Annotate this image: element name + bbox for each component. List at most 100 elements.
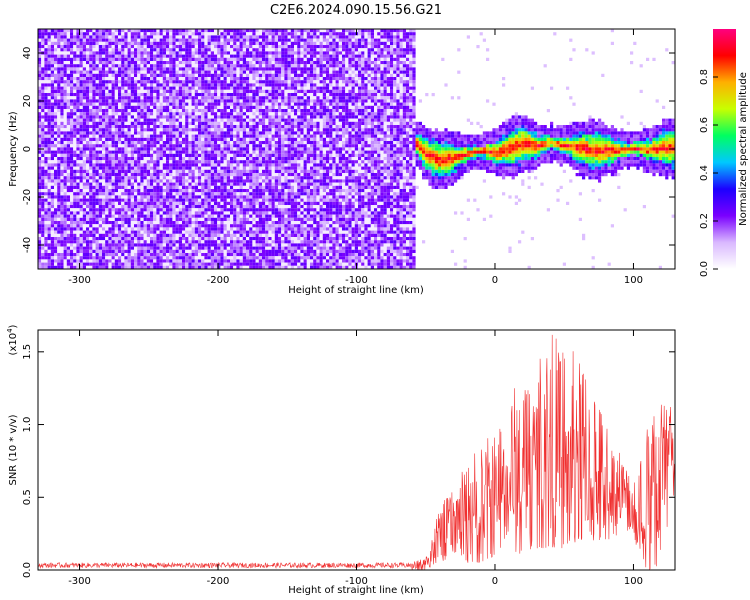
spectrogram-cell — [201, 45, 205, 49]
spectrogram-cell — [44, 166, 48, 170]
spectrogram-cell — [44, 150, 48, 154]
spectrogram-cell — [102, 48, 106, 52]
spectrogram-cell — [82, 121, 86, 125]
spectrogram-cell — [166, 86, 170, 90]
spectrogram-cell — [70, 38, 74, 42]
spectrogram-cell — [143, 246, 147, 250]
spectrogram-cell — [54, 259, 58, 263]
spectrogram-cell — [150, 233, 154, 237]
spectrogram-cell — [185, 169, 189, 173]
spectrogram-cell — [102, 237, 106, 241]
spectrogram-cell — [239, 227, 243, 231]
spectrogram-cell — [38, 160, 42, 164]
spectrogram-cell — [210, 38, 214, 42]
spectrogram-cell — [130, 237, 134, 241]
spectrogram-cell — [242, 259, 246, 263]
spectrogram-cell — [111, 64, 115, 68]
spectrogram-cell — [210, 32, 214, 36]
spectrogram-cell — [73, 41, 77, 45]
spectrogram-cell — [239, 173, 243, 177]
spectrogram-cell — [198, 89, 202, 93]
spectrogram-cell — [86, 163, 90, 167]
spectrogram-cell — [130, 54, 134, 58]
spectrogram-cell — [188, 253, 192, 257]
spectrogram-cell — [79, 179, 83, 183]
spectrogram-cell — [150, 115, 154, 119]
spectrogram-cell — [41, 201, 45, 205]
spectrogram-cell — [41, 89, 45, 93]
spectrogram-cell — [50, 211, 54, 215]
spectrogram-cell — [153, 125, 157, 129]
spectrogram-cell — [185, 141, 189, 145]
spectrogram-cell — [185, 249, 189, 253]
spectrogram-cell — [182, 93, 186, 97]
spectrogram-cell — [159, 96, 163, 100]
spectrogram-cell — [223, 185, 227, 189]
spectrogram-cell — [162, 237, 166, 241]
spectrogram-cell — [191, 38, 195, 42]
spectrogram-cell — [134, 125, 138, 129]
spectrogram-cell — [204, 105, 208, 109]
spectrogram-cell — [82, 262, 86, 266]
spectrogram-cell — [233, 243, 237, 247]
spectrogram-cell — [150, 121, 154, 125]
spectrogram-cell — [102, 256, 106, 260]
spectrogram-cell — [89, 29, 93, 33]
spectrogram-cell — [188, 192, 192, 196]
spectrogram-cell — [175, 83, 179, 87]
spectrogram-cell — [198, 134, 202, 138]
spectrogram-cell — [178, 96, 182, 100]
spectrogram-cell — [95, 67, 99, 71]
spectrogram-cell — [217, 160, 221, 164]
spectrogram-cell — [66, 61, 70, 65]
spectrogram-cell — [79, 41, 83, 45]
spectrogram-cell — [60, 147, 64, 151]
spectrogram-cell — [86, 227, 90, 231]
spectrogram-cell — [44, 77, 48, 81]
spectrogram-cell — [41, 246, 45, 250]
spectrogram-cell — [60, 73, 64, 77]
spectrogram-cell — [108, 73, 112, 77]
spectrogram-cell — [41, 131, 45, 135]
spectrogram-cell — [82, 192, 86, 196]
spectrogram-cell — [41, 73, 45, 77]
spectrogram-cell — [210, 96, 214, 100]
spectrogram-cell — [111, 83, 115, 87]
spectrogram-cell — [137, 128, 141, 132]
spectrogram-cell — [76, 256, 80, 260]
spectrogram-cell — [95, 157, 99, 161]
spectrogram-cell — [188, 115, 192, 119]
spectrogram-cell — [79, 51, 83, 55]
spectrogram-cell — [246, 182, 250, 186]
spectrogram-cell — [226, 89, 230, 93]
spectrogram-cell — [153, 70, 157, 74]
spectrogram-cell — [95, 249, 99, 253]
spectrogram-cell — [66, 157, 70, 161]
spectrogram-cell — [54, 169, 58, 173]
spectrogram-cell — [89, 205, 93, 209]
spectrogram-cell — [57, 115, 61, 119]
spectrogram-cell — [73, 144, 77, 148]
spectrogram-cell — [108, 182, 112, 186]
spectrogram-cell — [111, 265, 115, 269]
spectrogram-cell — [204, 96, 208, 100]
spectrogram-cell — [140, 198, 144, 202]
spectrogram-cell — [54, 262, 58, 266]
spectrogram-cell — [57, 128, 61, 132]
spectrogram-cell — [102, 118, 106, 122]
spectrogram-cell — [242, 173, 246, 177]
spectrogram-cell — [210, 205, 214, 209]
spectrogram-cell — [44, 259, 48, 263]
spectrogram-cell — [63, 77, 67, 81]
spectrogram-cell — [50, 105, 54, 109]
spectrogram-cell — [220, 38, 224, 42]
spectrogram-cell — [89, 262, 93, 266]
spectrogram-cell — [150, 265, 154, 269]
spectrogram-cell — [38, 169, 42, 173]
spectrogram-cell — [220, 45, 224, 49]
spectrogram-cell — [156, 240, 160, 244]
spectrogram-cell — [220, 80, 224, 84]
spectrogram-cell — [108, 141, 112, 145]
spectrogram-cell — [98, 189, 102, 193]
spectrogram-cell — [102, 176, 106, 180]
